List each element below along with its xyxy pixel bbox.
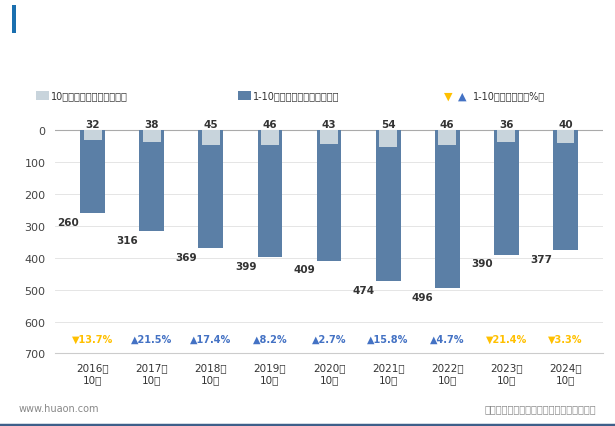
Text: 40: 40	[558, 119, 573, 130]
Text: 数据来源：中国海关；华经产业研究院整理: 数据来源：中国海关；华经产业研究院整理	[485, 403, 597, 413]
Text: 专业严谨 ● 客观科学: 专业严谨 ● 客观科学	[523, 14, 597, 27]
Text: 46: 46	[263, 119, 277, 130]
Text: ▲8.2%: ▲8.2%	[253, 334, 287, 344]
Bar	[202, 131, 220, 145]
Text: ▲17.4%: ▲17.4%	[190, 334, 231, 344]
Text: 1-10月进出口总额（亿美元）: 1-10月进出口总额（亿美元）	[253, 91, 339, 101]
Bar	[317, 131, 341, 261]
Text: 36: 36	[499, 119, 514, 130]
Text: www.huaon.com: www.huaon.com	[18, 403, 99, 413]
Bar	[376, 131, 400, 282]
Text: 369: 369	[176, 252, 197, 262]
Bar	[261, 131, 279, 146]
Text: 2016-2024年10月重庆市外商投资企业进出口总额: 2016-2024年10月重庆市外商投资企业进出口总额	[155, 53, 460, 71]
Bar	[557, 131, 574, 144]
Text: 390: 390	[471, 259, 493, 269]
Text: ▼: ▼	[444, 91, 452, 101]
Bar	[553, 131, 578, 251]
Bar	[498, 131, 515, 142]
Text: 474: 474	[352, 285, 375, 296]
Text: 45: 45	[204, 119, 218, 130]
Text: ▲21.5%: ▲21.5%	[131, 334, 172, 344]
Text: 399: 399	[235, 262, 256, 272]
Text: ▼21.4%: ▼21.4%	[486, 334, 527, 344]
Bar	[199, 131, 223, 248]
Text: 43: 43	[322, 119, 336, 130]
Text: 496: 496	[412, 293, 434, 302]
Text: 260: 260	[57, 217, 79, 227]
Bar	[140, 131, 164, 231]
Bar	[379, 131, 397, 148]
Bar	[36, 91, 49, 101]
Bar	[494, 131, 518, 255]
Text: ▲2.7%: ▲2.7%	[312, 334, 346, 344]
Bar	[80, 131, 105, 213]
Text: ▼3.3%: ▼3.3%	[548, 334, 582, 344]
Bar	[320, 131, 338, 144]
Text: 华经情报网: 华经情报网	[25, 14, 62, 27]
Text: 409: 409	[294, 265, 315, 275]
Text: ▼13.7%: ▼13.7%	[72, 334, 113, 344]
Text: ▲: ▲	[458, 91, 467, 101]
Bar	[143, 131, 161, 143]
Text: 1-10月同比增速（%）: 1-10月同比增速（%）	[473, 91, 545, 101]
Bar	[438, 131, 456, 146]
Text: 54: 54	[381, 119, 395, 130]
Text: 32: 32	[85, 119, 100, 130]
Text: 377: 377	[530, 255, 552, 265]
Bar	[239, 91, 251, 101]
Bar	[258, 131, 282, 258]
Bar	[435, 131, 459, 289]
Text: 46: 46	[440, 119, 454, 130]
Text: 10月进出口总额（亿美元）: 10月进出口总额（亿美元）	[50, 91, 127, 101]
Text: 38: 38	[145, 119, 159, 130]
Bar	[12, 6, 16, 35]
Text: 316: 316	[116, 235, 138, 245]
Text: ▲4.7%: ▲4.7%	[430, 334, 464, 344]
Bar	[84, 131, 101, 141]
Text: ▲15.8%: ▲15.8%	[367, 334, 409, 344]
